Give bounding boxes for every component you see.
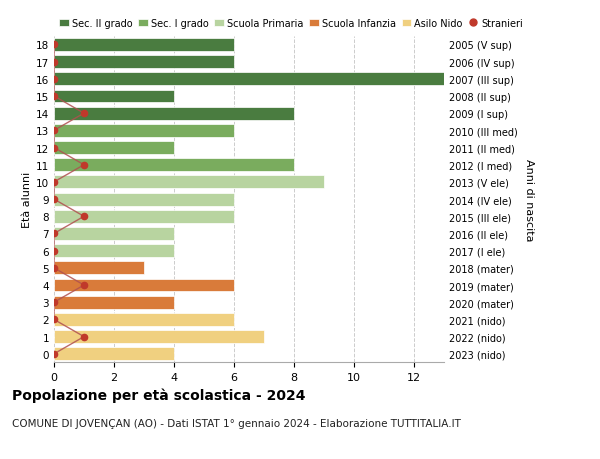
Bar	[54, 313, 234, 326]
Bar	[54, 245, 174, 257]
Bar	[54, 330, 264, 343]
Bar	[54, 279, 234, 292]
Bar	[54, 347, 174, 360]
Bar	[54, 176, 324, 189]
Bar	[54, 142, 174, 155]
Legend: Sec. II grado, Sec. I grado, Scuola Primaria, Scuola Infanzia, Asilo Nido, Stran: Sec. II grado, Sec. I grado, Scuola Prim…	[59, 19, 523, 28]
Text: Popolazione per età scolastica - 2024: Popolazione per età scolastica - 2024	[12, 388, 305, 403]
Bar	[54, 73, 444, 86]
Y-axis label: Anni di nascita: Anni di nascita	[524, 158, 534, 241]
Bar	[54, 90, 174, 103]
Bar	[54, 228, 174, 241]
Bar	[54, 39, 234, 52]
Bar	[54, 210, 234, 223]
Bar	[54, 107, 294, 120]
Bar	[54, 262, 144, 274]
Bar	[54, 125, 234, 138]
Bar	[54, 193, 234, 206]
Bar	[54, 56, 234, 69]
Y-axis label: Età alunni: Età alunni	[22, 172, 32, 228]
Bar	[54, 159, 294, 172]
Text: COMUNE DI JOVENÇAN (AO) - Dati ISTAT 1° gennaio 2024 - Elaborazione TUTTITALIA.I: COMUNE DI JOVENÇAN (AO) - Dati ISTAT 1° …	[12, 418, 461, 428]
Bar	[54, 296, 174, 309]
